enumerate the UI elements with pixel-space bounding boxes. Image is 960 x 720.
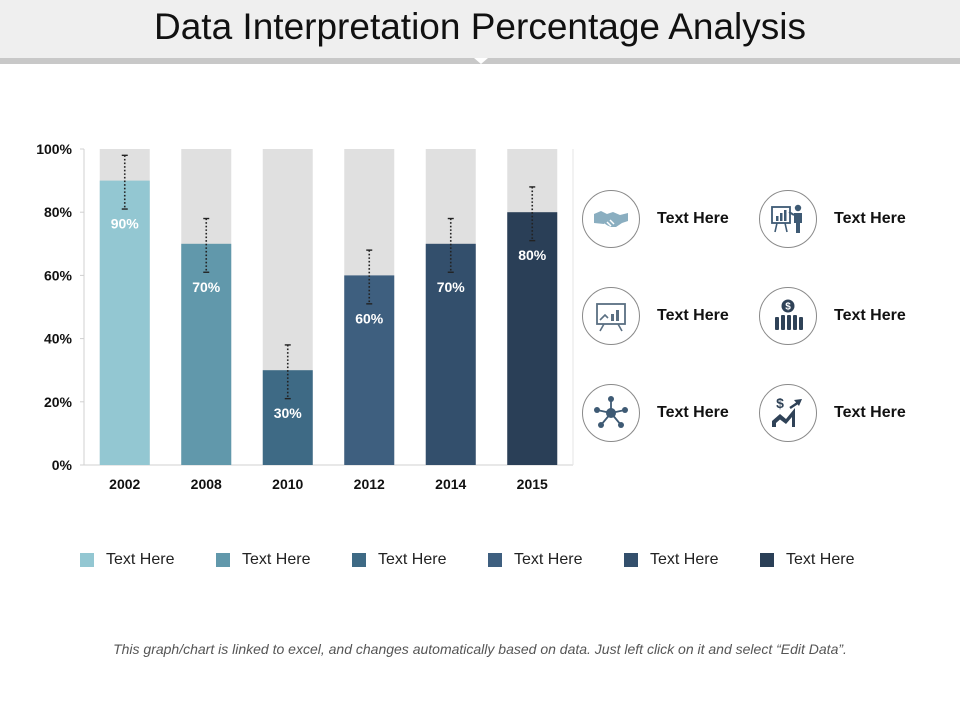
y-tick-label: 100%	[36, 141, 72, 157]
y-tick-label: 80%	[44, 204, 73, 220]
svg-text:$: $	[785, 302, 791, 313]
feature-label: Text Here	[657, 307, 729, 324]
network-icon	[582, 384, 640, 442]
growth-dollar-icon: $	[759, 384, 817, 442]
legend-item: Text Here	[352, 551, 488, 569]
x-tick-label: 2010	[272, 476, 303, 492]
data-label: 80%	[518, 247, 547, 263]
y-tick-label: 60%	[44, 267, 73, 283]
bar-chart: 0% 20% 40% 60% 80% 100% 90% 2002 70% 2008 30% 2010 6…	[36, 141, 574, 492]
handshake-icon	[582, 190, 640, 248]
bar	[425, 243, 476, 465]
legend-swatch	[488, 553, 502, 567]
legend-label: Text Here	[650, 551, 719, 568]
data-label: 60%	[355, 310, 384, 326]
page-title: Data Interpretation Percentage Analysis	[154, 6, 806, 47]
feature-label: Text Here	[657, 404, 729, 421]
x-tick-label: 2008	[191, 476, 222, 492]
legend-item: Text Here	[80, 551, 216, 569]
y-tick-label: 0%	[52, 457, 73, 473]
legend-swatch	[760, 553, 774, 567]
money-bars-icon: $	[759, 287, 817, 345]
x-tick-label: 2015	[517, 476, 548, 492]
bar	[507, 212, 558, 465]
title-notch	[474, 58, 488, 64]
data-label: 70%	[192, 279, 221, 295]
legend-swatch	[80, 553, 94, 567]
legend-label: Text Here	[242, 551, 311, 568]
chart-legend: Text Here Text Here Text Here Text Here …	[80, 551, 896, 569]
data-label: 30%	[274, 405, 303, 421]
data-label: 90%	[111, 216, 140, 232]
feature-item-2: Text Here	[759, 190, 906, 248]
feature-label: Text Here	[834, 307, 906, 324]
svg-text:$: $	[776, 395, 784, 411]
feature-item-1: Text Here	[582, 190, 729, 248]
feature-label: Text Here	[834, 210, 906, 227]
x-tick-label: 2012	[354, 476, 385, 492]
bar	[181, 243, 232, 465]
bar	[99, 180, 150, 465]
legend-item: Text Here	[216, 551, 352, 569]
feature-label: Text Here	[834, 404, 906, 421]
y-tick-label: 40%	[44, 331, 73, 347]
bar	[344, 275, 395, 465]
legend-label: Text Here	[514, 551, 583, 568]
feature-item-6: $ Text Here	[759, 384, 906, 442]
x-tick-label: 2014	[435, 476, 466, 492]
legend-swatch	[352, 553, 366, 567]
chart-board-icon	[582, 287, 640, 345]
feature-item-4: $ Text Here	[759, 287, 906, 345]
legend-item: Text Here	[488, 551, 624, 569]
legend-label: Text Here	[786, 551, 855, 568]
legend-swatch	[624, 553, 638, 567]
presenter-icon	[759, 190, 817, 248]
legend-swatch	[216, 553, 230, 567]
data-label: 70%	[437, 279, 466, 295]
legend-label: Text Here	[106, 551, 175, 568]
feature-label: Text Here	[657, 210, 729, 227]
footnote: This graph/chart is linked to excel, and…	[113, 641, 847, 657]
feature-item-5: Text Here	[582, 384, 729, 442]
legend-item: Text Here	[624, 551, 760, 569]
legend-item: Text Here	[760, 551, 896, 569]
legend-label: Text Here	[378, 551, 447, 568]
y-tick-label: 20%	[44, 394, 73, 410]
feature-item-3: Text Here	[582, 287, 729, 345]
title-bar	[0, 0, 960, 58]
x-tick-label: 2002	[109, 476, 140, 492]
